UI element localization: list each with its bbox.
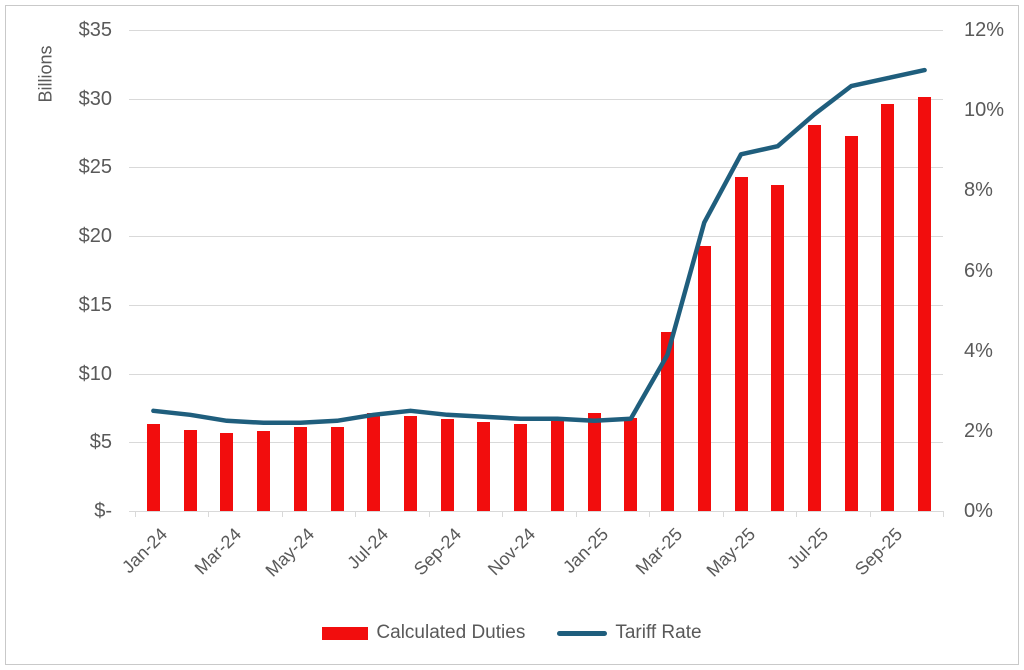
y-axis-right-tick-label: 0% [964, 500, 993, 522]
y-axis-right-tick-label: 4% [964, 339, 993, 362]
gridline [135, 511, 943, 512]
y-axis-tickmark [129, 98, 135, 100]
legend-label-tariff-rate: Tariff Rate [615, 622, 702, 643]
gridline [135, 236, 943, 238]
gridline [135, 98, 943, 100]
x-axis-tickmark [649, 511, 651, 517]
duties-bar-Feb-24 [183, 429, 197, 511]
x-axis-label-Mar-24: Mar-24 [190, 524, 245, 579]
y-axis-tickmark [129, 304, 135, 306]
y-axis-left-tick-label: $- [94, 500, 112, 522]
legend-label-calculated-duties: Calculated Duties [376, 622, 526, 643]
duties-bar-Jun-24 [330, 427, 344, 511]
y-axis-left-tick-label: $15 [78, 293, 112, 316]
duties-bar-Jan-25 [587, 413, 601, 511]
duties-bar-May-25 [734, 177, 748, 511]
duties-bar-Aug-25 [844, 135, 858, 511]
duties-bar-Jul-25 [807, 124, 821, 511]
x-axis-label-Mar-25: Mar-25 [631, 524, 686, 579]
x-axis-label-May-24: May-24 [261, 524, 319, 581]
gridline [135, 304, 943, 306]
duties-bar-Aug-24 [403, 416, 417, 511]
duties-bar-Apr-24 [257, 431, 271, 511]
y-axis-left-tick-label: $35 [78, 19, 112, 41]
y-axis-right-tick-label: 2% [964, 419, 993, 442]
x-axis-tickmark [208, 511, 210, 517]
x-axis-label-Jan-25: Jan-25 [559, 524, 613, 578]
y-axis-tickmark [129, 236, 135, 238]
legend-item-tariff-rate: Tariff Rate [557, 622, 702, 644]
gridline [135, 30, 943, 31]
duties-bar-Mar-24 [220, 432, 234, 511]
y-axis-right-tick-label: 6% [964, 259, 993, 282]
x-axis-tickmark [135, 511, 136, 517]
x-axis-tickmark [869, 511, 871, 517]
x-axis-tickmark [796, 511, 798, 517]
y-axis-tickmark [129, 30, 135, 31]
x-axis-label-Nov-24: Nov-24 [483, 524, 539, 580]
x-axis-tickmark [428, 511, 430, 517]
y-axis-right-tick-label: 10% [964, 99, 1005, 122]
x-axis-tickmark [575, 511, 577, 517]
duties-bar-Feb-25 [624, 417, 638, 511]
duties-bar-Nov-24 [514, 424, 528, 511]
y-axis-left-tick-label: $30 [78, 87, 112, 110]
y-axis-left-tick-label: $25 [78, 156, 112, 179]
duties-bar-Jan-24 [146, 424, 160, 511]
duties-bar-May-24 [293, 427, 307, 511]
x-axis-tickmark [943, 511, 944, 517]
y-axis-right-tick-label: 12% [964, 19, 1005, 41]
x-axis-tickmark [355, 511, 357, 517]
y-axis-tickmark [129, 442, 135, 444]
x-axis-tickmark [281, 511, 283, 517]
y-axis-left-tick-label: $20 [78, 225, 112, 248]
x-axis-tickmark [722, 511, 724, 517]
y-axis-title-billions: Billions [35, 45, 56, 103]
x-axis-tickmark [502, 511, 504, 517]
y-axis-left-tick-label: $10 [78, 362, 112, 385]
duties-bar-Mar-25 [661, 332, 675, 511]
y-axis-right-tick-label: 8% [964, 179, 993, 202]
x-axis-label-May-25: May-25 [702, 524, 760, 581]
duties-bar-Jun-25 [771, 185, 785, 511]
x-axis-label-Jan-24: Jan-24 [118, 524, 172, 578]
legend: Calculated Duties Tariff Rate [0, 622, 1024, 644]
legend-bar-swatch [322, 626, 369, 640]
duties-bar-Oct-25 [918, 97, 932, 511]
gridline [135, 373, 943, 375]
y-axis-tickmark [129, 511, 135, 512]
gridline [135, 442, 943, 444]
legend-item-calculated-duties: Calculated Duties [322, 622, 525, 644]
gridline [135, 167, 943, 169]
x-axis-label-Sep-24: Sep-24 [410, 524, 466, 580]
duties-bar-Jul-24 [367, 413, 381, 511]
x-axis-label-Sep-25: Sep-25 [850, 524, 907, 580]
duties-bar-Dec-24 [550, 420, 564, 511]
legend-line-swatch [557, 630, 608, 636]
duties-bar-Oct-24 [477, 421, 491, 511]
x-axis-label-Jul-24: Jul-24 [343, 524, 392, 573]
duties-bar-Sep-25 [881, 104, 895, 511]
y-axis-left-tick-label: $5 [89, 431, 112, 454]
duties-bar-Sep-24 [440, 418, 454, 511]
duties-bar-Apr-25 [697, 245, 711, 511]
y-axis-tickmark [129, 373, 135, 375]
y-axis-tickmark [129, 167, 135, 169]
x-axis-label-Jul-25: Jul-25 [783, 524, 833, 573]
